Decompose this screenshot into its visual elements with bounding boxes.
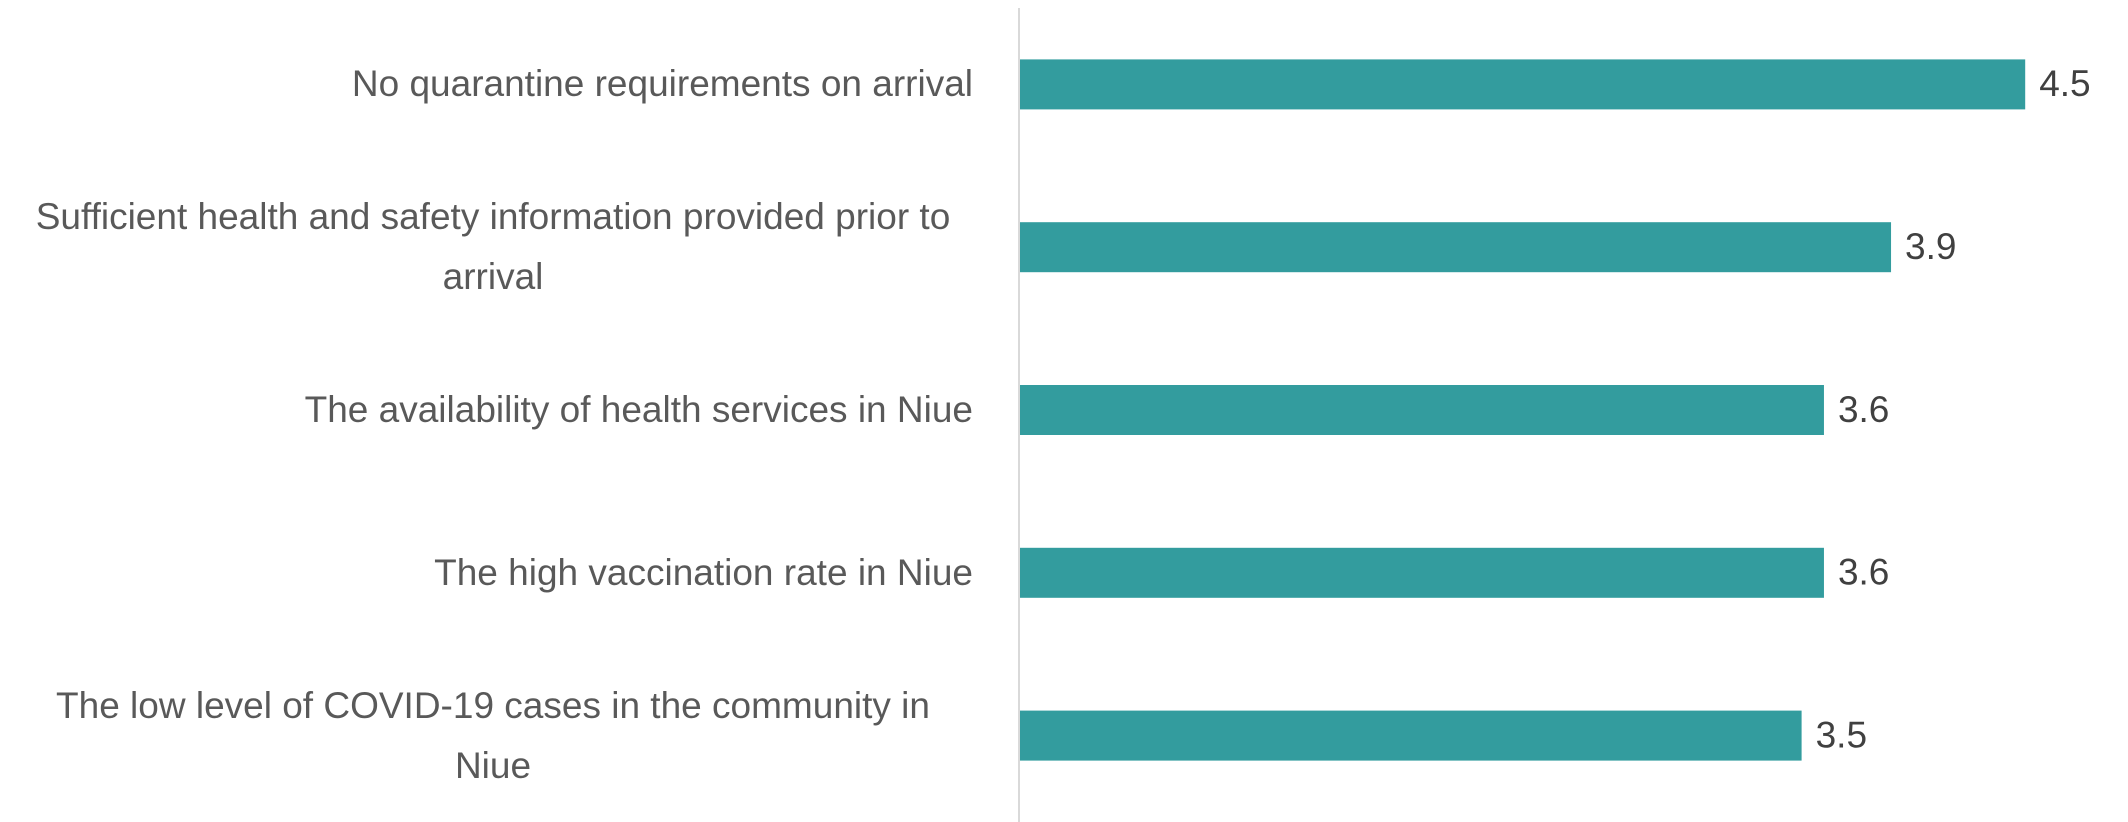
- category-label: The high vaccination rate in Niue: [434, 551, 973, 593]
- category-label: The low level of COVID-19 cases in the c…: [56, 684, 930, 786]
- category-label: No quarantine requirements on arrival: [351, 63, 973, 105]
- category-label-box: The availability of health services in N…: [0, 380, 973, 440]
- category-label: Sufficient health and safety information…: [35, 196, 951, 298]
- bar: [1019, 547, 1824, 598]
- category-label-box: The high vaccination rate in Niue: [0, 543, 973, 603]
- data-label: 3.6: [1838, 389, 1889, 430]
- category-label-box: No quarantine requirements on arrival: [0, 54, 973, 114]
- data-label: 3.6: [1838, 552, 1889, 593]
- bar: [1019, 710, 1802, 761]
- bar: [1019, 385, 1824, 435]
- data-label: 3.9: [1905, 226, 1956, 267]
- data-label: 3.5: [1816, 714, 1867, 755]
- data-label: 4.5: [2039, 63, 2090, 104]
- bar: [1019, 222, 1892, 273]
- category-label-box: Sufficient health and safety information…: [0, 187, 973, 307]
- bar: [1019, 59, 2026, 110]
- category-label-box: The low level of COVID-19 cases in the c…: [0, 676, 973, 796]
- category-label: The availability of health services in N…: [304, 389, 973, 430]
